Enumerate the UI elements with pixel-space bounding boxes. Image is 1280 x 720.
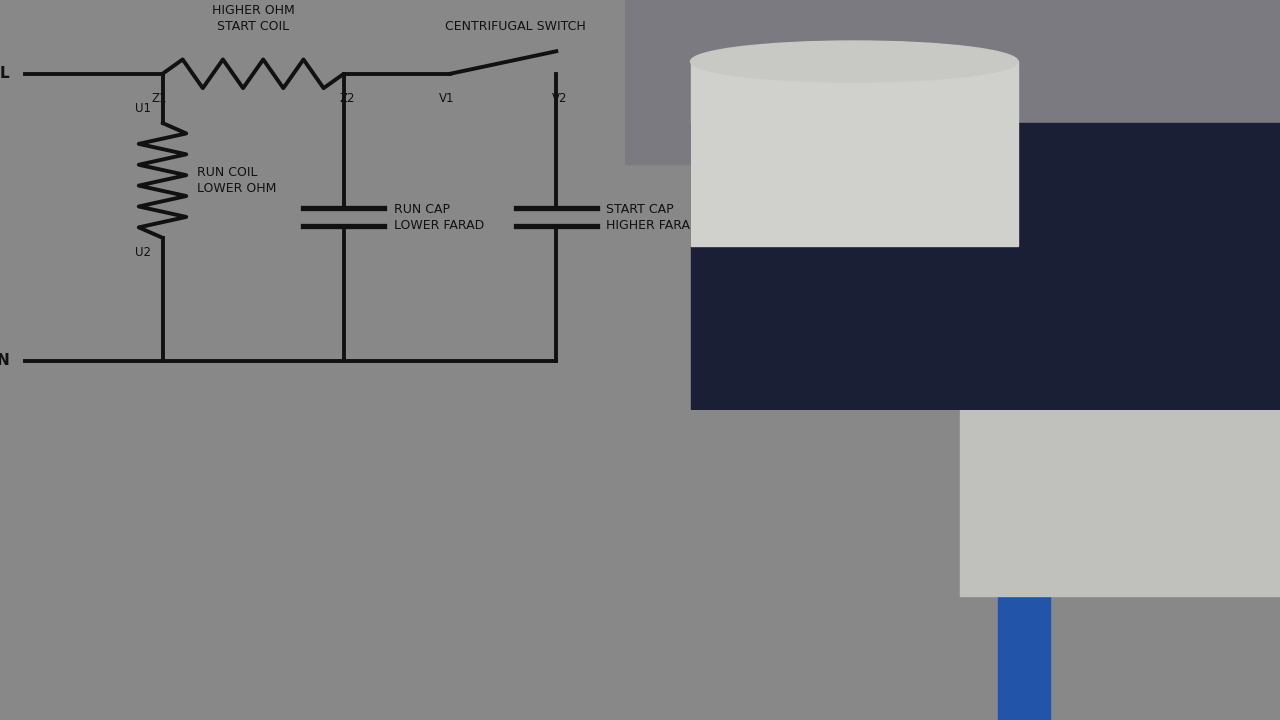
Text: U1: U1 — [136, 102, 151, 114]
Bar — [998, 410, 1050, 720]
Text: RUN COIL
LOWER OHM: RUN COIL LOWER OHM — [197, 166, 276, 195]
Bar — [690, 123, 1280, 410]
Bar — [960, 410, 1280, 596]
Text: HIGHER OHM
START COIL: HIGHER OHM START COIL — [211, 4, 294, 33]
Text: START CAP
HIGHER FARAD: START CAP HIGHER FARAD — [607, 203, 700, 232]
Text: V2: V2 — [552, 92, 567, 105]
Text: N: N — [0, 354, 9, 369]
Ellipse shape — [690, 41, 1018, 82]
Text: Z2: Z2 — [339, 92, 355, 105]
Text: U2: U2 — [136, 246, 151, 259]
Bar — [690, 61, 1018, 246]
Text: L: L — [0, 66, 9, 81]
Text: RUN CAP
LOWER FARAD: RUN CAP LOWER FARAD — [394, 203, 484, 232]
Text: Z1: Z1 — [151, 92, 168, 105]
Bar — [625, 0, 1280, 164]
Text: CENTRIFUGAL SWITCH: CENTRIFUGAL SWITCH — [445, 19, 586, 33]
Text: V1: V1 — [439, 92, 454, 105]
